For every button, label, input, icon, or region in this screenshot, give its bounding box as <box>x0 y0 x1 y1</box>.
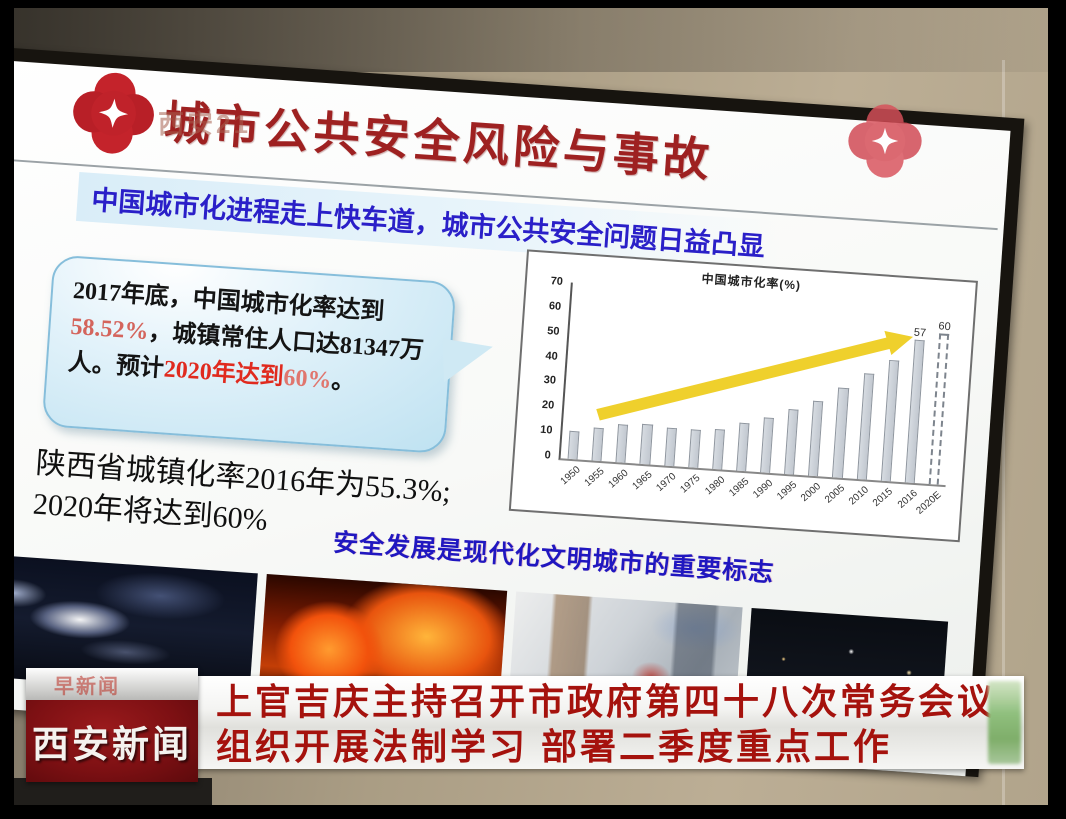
bar-rect <box>808 400 824 477</box>
bar-rect <box>711 428 725 470</box>
bar-rect <box>615 424 629 463</box>
chart-y-axis-ticks: 70 60 50 40 30 20 10 0 <box>522 274 563 462</box>
safety-slogan: 安全发展是现代化文明城市的重要标志 <box>332 528 776 588</box>
bar-rect <box>784 408 799 475</box>
bubble-text: 。 <box>330 368 357 396</box>
x-tick-label: 1980 <box>702 474 727 498</box>
x-tick-label: 2015 <box>871 486 896 510</box>
channel-watermark-text: 西安21 <box>158 109 251 139</box>
station-logo-top-label: 早新闻 <box>54 675 120 698</box>
bar-rect <box>639 423 653 465</box>
x-tick-label: 1960 <box>606 467 631 491</box>
y-tick-60: 60 <box>548 299 562 313</box>
x-tick-label: 2010 <box>847 484 872 508</box>
station-logo-box: 早新闻 西安新闻 <box>26 668 198 782</box>
slide-flower-logo-icon <box>73 72 154 154</box>
station-watermark-flower-icon <box>848 104 922 178</box>
bar-value-label: 57 <box>913 326 927 340</box>
bar-rect <box>687 429 701 468</box>
bar-rect <box>736 422 750 472</box>
x-tick-label: 1990 <box>750 477 776 501</box>
bar-rect <box>880 360 899 482</box>
x-tick-label: 1995 <box>775 479 800 503</box>
bar-value-label: 60 <box>938 320 952 334</box>
caption-bar-green-patch <box>988 681 1021 764</box>
y-tick-30: 30 <box>543 374 557 388</box>
urbanization-bar-chart: 中国城市化率(%) 70 60 50 40 30 20 10 0 1950 1955 1960 19… <box>508 249 978 543</box>
x-tick-label: 1955 <box>582 465 607 489</box>
bar-rect <box>856 373 874 480</box>
bubble-highlight-60: 60% <box>282 364 333 395</box>
x-tick-label: 1975 <box>678 472 703 496</box>
y-tick-40: 40 <box>545 349 559 363</box>
caption-line-1: 上官吉庆主持召开市政府第四十八次常务会议 <box>216 681 997 722</box>
bar-rect <box>832 386 849 478</box>
station-logo-main: 西安新闻 <box>26 700 198 782</box>
x-tick-label: 1985 <box>726 476 751 499</box>
station-logo-label: 西安新闻 <box>32 724 192 765</box>
x-tick-label: 2000 <box>799 481 824 505</box>
caption-line-2: 组织开展法制学习 部署二季度重点工作 <box>216 726 893 768</box>
wall-corner-highlight <box>1002 60 1005 805</box>
news-caption-bar: 上官吉庆主持召开市政府第四十八次常务会议 组织开展法制学习 部署二季度重点工作 <box>196 676 1024 769</box>
y-tick-20: 20 <box>541 399 555 412</box>
x-tick-label: 2020E <box>914 489 944 517</box>
bar-rect <box>591 427 605 462</box>
bubble-highlight-rate: 58.52% <box>69 313 150 346</box>
chart-plot-area: 1950 1955 1960 1965 1970 1975 1980 1985 1990 1995… <box>558 282 958 517</box>
bar-rect <box>663 427 677 467</box>
y-tick-10: 10 <box>539 423 553 437</box>
speech-bubble: 2017年底，中国城市化率达到58.52%，城镇常住人口达81347万人。预计2… <box>41 254 457 455</box>
bubble-highlight-2020: 2020年达到 <box>162 356 285 391</box>
bar-rect <box>567 431 580 460</box>
x-tick-label: 1970 <box>654 471 679 494</box>
x-tick-label: 1965 <box>630 469 655 493</box>
y-tick-0: 0 <box>544 449 552 462</box>
chart-bars: 1950 1955 1960 1965 1970 1975 1980 1985 1990 1995… <box>558 283 958 516</box>
y-tick-50: 50 <box>546 324 560 338</box>
under-logo-shadow <box>14 778 212 806</box>
x-tick-label: 2005 <box>823 482 848 506</box>
x-tick-label: 1950 <box>558 464 583 488</box>
bar-rect <box>904 339 925 484</box>
bar-rect <box>760 417 775 473</box>
bar-rect <box>928 333 950 485</box>
station-logo-top-strip: 早新闻 <box>26 668 198 700</box>
y-tick-70: 70 <box>550 275 564 288</box>
